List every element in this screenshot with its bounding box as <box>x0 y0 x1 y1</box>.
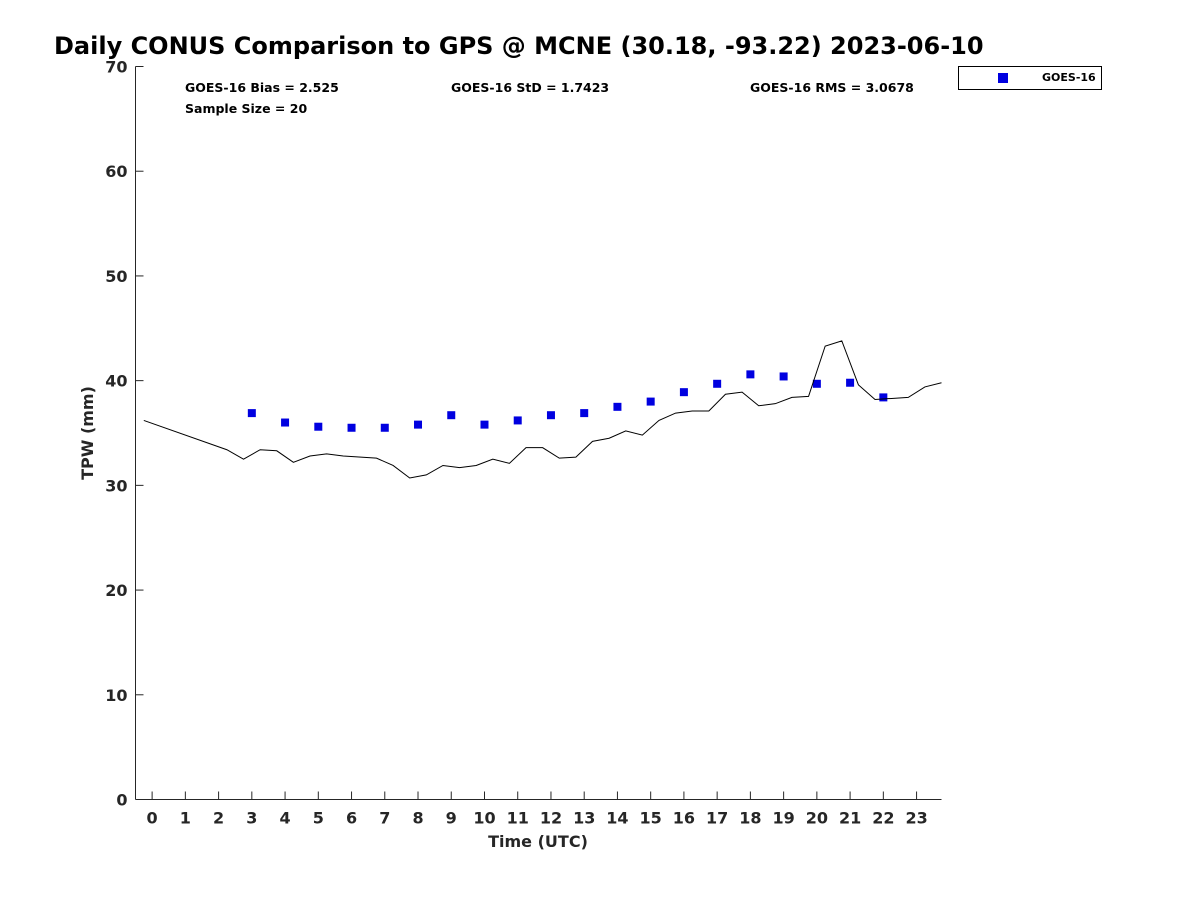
legend-label: GOES-16 <box>1042 71 1096 84</box>
goes16-point <box>646 397 655 406</box>
chart-title: Daily CONUS Comparison to GPS @ MCNE (30… <box>54 32 984 60</box>
x-tick-label: 6 <box>346 809 357 828</box>
std-stat: GOES-16 StD = 1.7423 <box>451 80 609 95</box>
x-tick-label: 19 <box>772 809 794 828</box>
gps-tpw-line <box>143 340 942 479</box>
y-tick-label: 20 <box>105 581 127 600</box>
goes16-point <box>613 402 622 411</box>
x-axis-label: Time (UTC) <box>488 832 588 851</box>
goes16-point <box>480 420 489 429</box>
goes16-point <box>247 409 256 418</box>
x-tick-label: 7 <box>379 809 390 828</box>
y-axis-label: TPW (mm) <box>78 386 97 480</box>
y-tick-label: 50 <box>105 267 127 286</box>
goes16-point <box>281 418 290 427</box>
goes16-point <box>447 411 456 420</box>
y-tick-label: 30 <box>105 476 127 495</box>
x-tick-label: 10 <box>473 809 495 828</box>
x-tick-label: 16 <box>673 809 695 828</box>
x-tick-label: 13 <box>573 809 595 828</box>
goes16-point <box>513 416 522 425</box>
y-tick-label: 70 <box>105 58 127 77</box>
goes16-point <box>846 378 855 387</box>
goes16-point <box>779 372 788 381</box>
x-tick-label: 5 <box>313 809 324 828</box>
x-tick-label: 11 <box>507 809 529 828</box>
goes16-point <box>812 379 821 388</box>
x-tick-label: 17 <box>706 809 728 828</box>
legend: GOES-16 <box>958 66 1102 90</box>
goes16-point <box>414 420 423 429</box>
goes16-point <box>314 422 323 431</box>
x-tick-label: 20 <box>806 809 828 828</box>
x-tick-label: 22 <box>872 809 894 828</box>
y-tick-label: 10 <box>105 686 127 705</box>
x-tick-label: 12 <box>540 809 562 828</box>
x-tick-label: 15 <box>640 809 662 828</box>
legend-box <box>958 66 1102 90</box>
x-tick-label: 21 <box>839 809 861 828</box>
goes16-point <box>679 388 688 397</box>
goes16-point <box>746 370 755 379</box>
y-tick-label: 0 <box>116 791 127 810</box>
x-tick-label: 14 <box>606 809 628 828</box>
rms-stat: GOES-16 RMS = 3.0678 <box>750 80 914 95</box>
x-tick-label: 9 <box>446 809 457 828</box>
goes16-point <box>347 423 356 432</box>
goes16-point <box>380 423 389 432</box>
sample-size-stat: Sample Size = 20 <box>185 101 307 116</box>
x-tick-label: 2 <box>213 809 224 828</box>
goes16-point <box>879 393 888 402</box>
x-tick-label: 8 <box>412 809 423 828</box>
goes16-point <box>546 411 555 420</box>
bias-stat: GOES-16 Bias = 2.525 <box>185 80 339 95</box>
x-tick-label: 18 <box>739 809 761 828</box>
x-tick-label: 23 <box>905 809 927 828</box>
x-tick-label: 0 <box>147 809 158 828</box>
y-tick-label: 40 <box>105 372 127 391</box>
goes16-point <box>580 409 589 418</box>
legend-marker <box>998 73 1008 83</box>
x-tick-label: 3 <box>246 809 257 828</box>
y-tick-label: 60 <box>105 162 127 181</box>
x-tick-label: 1 <box>180 809 191 828</box>
x-tick-label: 4 <box>279 809 290 828</box>
goes16-point <box>713 379 722 388</box>
